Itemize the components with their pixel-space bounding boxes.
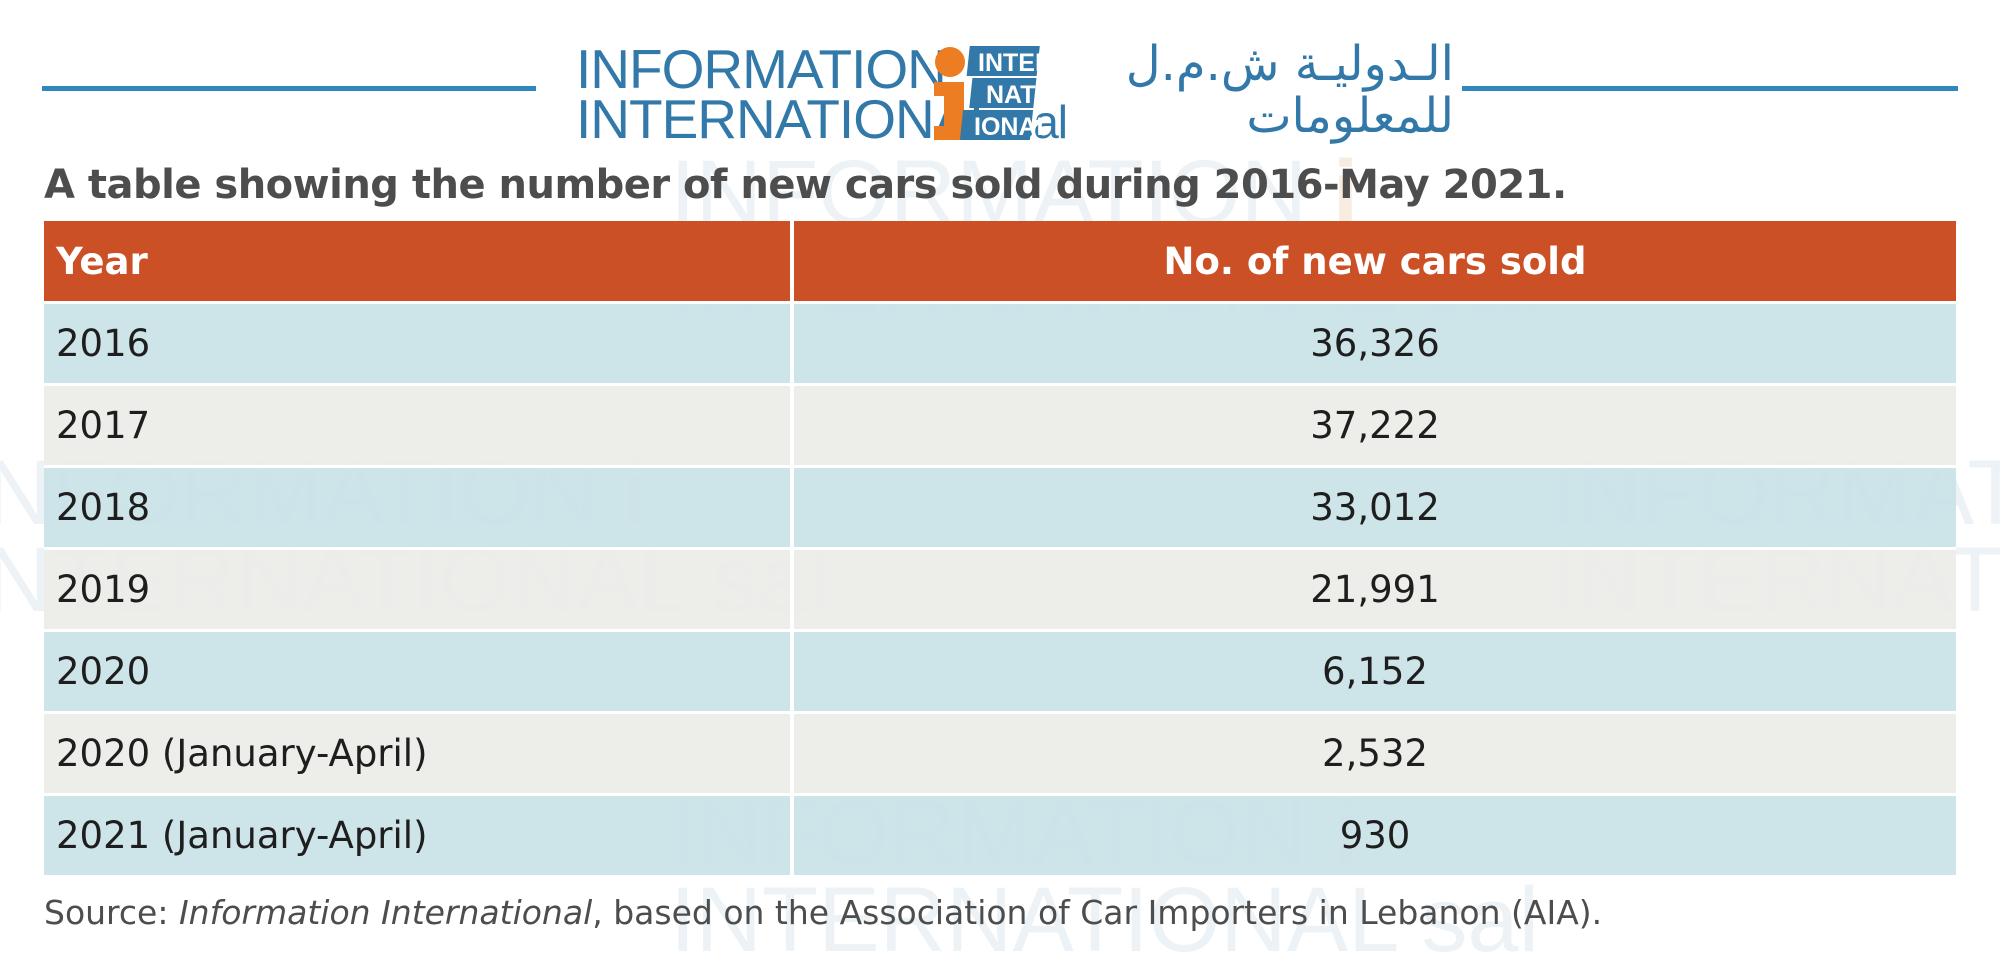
- source-note: Source: Information International, based…: [44, 893, 1602, 932]
- logo-mark-word3: IONAL: [974, 113, 1042, 141]
- cars-sold-cell: 930: [792, 794, 1956, 878]
- cars-sold-cell: 37,222: [792, 384, 1956, 468]
- year-cell: 2021 (January-April): [44, 794, 794, 878]
- table-row: 2020 (January-April) 2,532: [44, 712, 1956, 796]
- table-row: 2020 6,152: [44, 630, 1956, 714]
- year-cell: 2019: [44, 548, 794, 632]
- logo-arabic: الـدوليـة ش.م.ل للمعلومات: [1064, 36, 1454, 142]
- logo-arabic-line2: للمعلومات: [1246, 88, 1454, 144]
- table-row: 2017 37,222: [44, 384, 1956, 468]
- cars-sold-cell: 36,326: [792, 302, 1956, 386]
- brand-logo: INFORMATION INTERNATIONAL sal INTER NAT …: [566, 36, 1454, 150]
- cars-sold-cell: 21,991: [792, 548, 1956, 632]
- year-cell: 2016: [44, 302, 794, 386]
- table-row: 2021 (January-April) 930: [44, 794, 1956, 878]
- header-rule-left: [42, 86, 536, 91]
- year-cell: 2020 (January-April): [44, 712, 794, 796]
- table-row: 2016 36,326: [44, 302, 1956, 386]
- column-header-year: Year: [44, 221, 794, 304]
- cars-sold-cell: 33,012: [792, 466, 1956, 550]
- cars-sold-cell: 2,532: [792, 712, 1956, 796]
- source-prefix: Source:: [44, 893, 179, 932]
- column-header-cars-sold: No. of new cars sold: [792, 221, 1956, 304]
- logo-wordmark: INFORMATION INTERNATIONAL sal: [576, 38, 1068, 150]
- year-cell: 2018: [44, 466, 794, 550]
- table-row: 2018 33,012: [44, 466, 1956, 550]
- logo-line1: INFORMATION: [576, 38, 947, 100]
- source-suffix: , based on the Association of Car Import…: [592, 893, 1603, 932]
- logo-mark-word2: NAT: [986, 81, 1036, 109]
- cars-sold-cell: 6,152: [792, 630, 1956, 714]
- logo-arabic-line1: الـدوليـة ش.م.ل: [1125, 36, 1454, 92]
- chart-title: A table showing the number of new cars s…: [44, 162, 1567, 208]
- table-row: 2019 21,991: [44, 548, 1956, 632]
- logo-mark-word1: INTER: [978, 49, 1042, 77]
- table-header-row: Year No. of new cars sold: [44, 221, 1956, 304]
- source-name: Information International: [178, 893, 593, 932]
- logo-mark-icon: INTER NAT IONAL: [934, 46, 1042, 141]
- page-header: INFORMATION INTERNATIONAL sal INTER NAT …: [0, 0, 2000, 150]
- header-rule-right: [1462, 86, 1958, 91]
- year-cell: 2017: [44, 384, 794, 468]
- logo-line2: INTERNATIONAL sal: [576, 88, 1068, 150]
- data-table: Year No. of new cars sold 2016 36,326 20…: [44, 221, 1956, 878]
- year-cell: 2020: [44, 630, 794, 714]
